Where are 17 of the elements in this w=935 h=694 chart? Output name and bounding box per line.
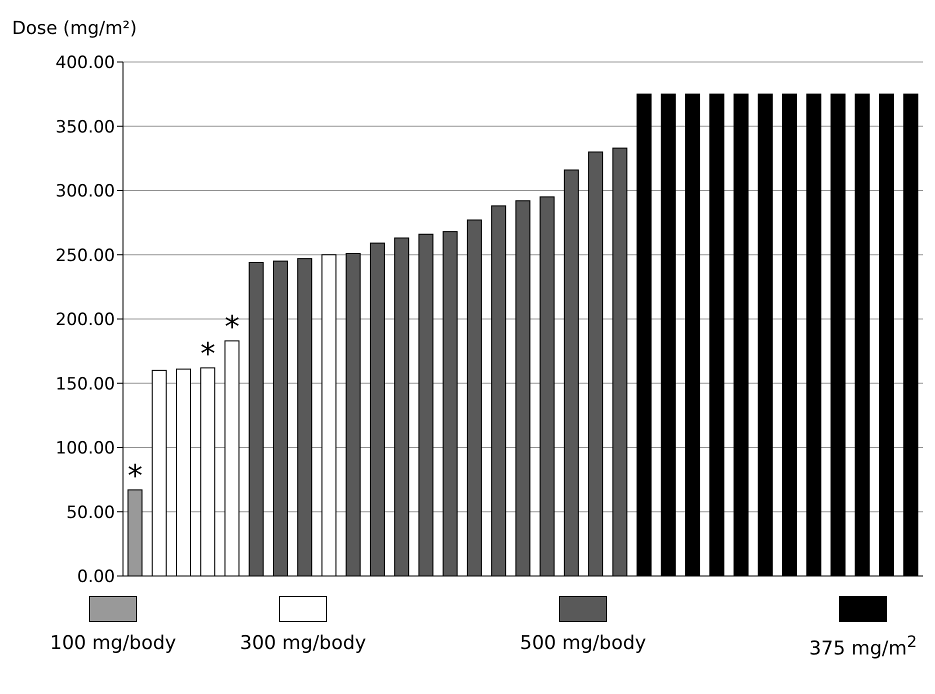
annotation: * [128, 458, 143, 494]
legend-label: 375 mg/m$^{2}$ [809, 632, 917, 660]
y-tick-label: 100.00 [56, 438, 115, 459]
legend-label: 100 mg/body [50, 632, 176, 654]
y-tick-label: 400.00 [56, 53, 115, 74]
y-tick-label: 300.00 [56, 182, 115, 202]
y-axis-title: Dose (mg/m²) [12, 18, 137, 39]
annotation: * [224, 310, 240, 345]
y-tick-label: 150.00 [56, 374, 115, 394]
legend-label: 500 mg/body [520, 632, 646, 654]
y-tick-label: 350.00 [56, 117, 115, 138]
y-tick-label: 50.00 [66, 502, 115, 523]
y-tick-label: 250.00 [56, 246, 115, 266]
legend-label: 300 mg/body [240, 632, 366, 654]
y-tick-label: 200.00 [56, 310, 115, 330]
annotation: * [200, 336, 216, 372]
y-tick-label: 0.00 [77, 567, 115, 588]
